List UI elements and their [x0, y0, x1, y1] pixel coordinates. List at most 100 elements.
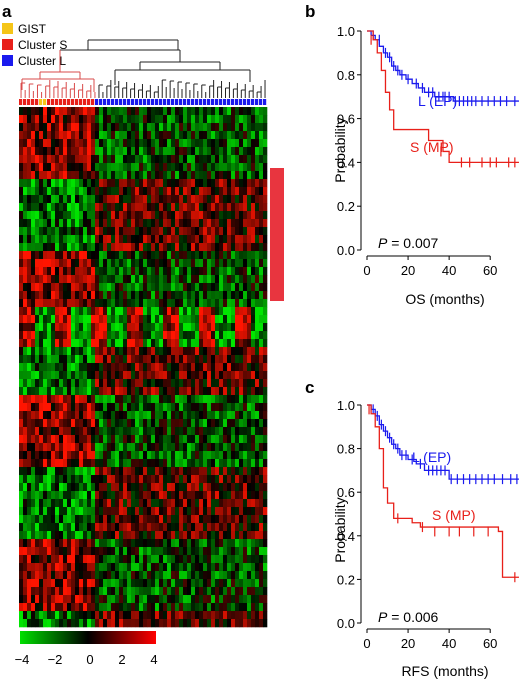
heatmap-cell — [67, 315, 72, 324]
heatmap-cell — [23, 203, 28, 212]
heatmap-cell — [155, 219, 160, 228]
heatmap-cell — [163, 115, 168, 124]
heatmap-cell — [67, 547, 72, 556]
heatmap-cell — [151, 459, 156, 468]
heatmap-cell — [47, 539, 52, 548]
heatmap-cell — [223, 155, 228, 164]
heatmap-cell — [71, 291, 76, 300]
heatmap-cell — [67, 467, 72, 476]
heatmap-cell — [207, 451, 212, 460]
heatmap-cell — [183, 411, 188, 420]
heatmap-cell — [91, 547, 96, 556]
heatmap-cell — [107, 323, 112, 332]
heatmap-cell — [67, 195, 72, 204]
heatmap-cell — [75, 595, 80, 604]
heatmap-cell — [263, 491, 268, 500]
heatmap-cell — [51, 171, 56, 180]
heatmap-cell — [243, 419, 248, 428]
heatmap-cell — [207, 347, 212, 356]
heatmap-cell — [223, 427, 228, 436]
heatmap-cell — [183, 251, 188, 260]
heatmap-cell — [135, 499, 140, 508]
heatmap-cell — [227, 507, 232, 516]
heatmap-cell — [167, 347, 172, 356]
heatmap-cell — [211, 515, 216, 524]
heatmap-cell — [107, 379, 112, 388]
heatmap-cell — [19, 419, 24, 428]
heatmap-cell — [163, 619, 168, 628]
heatmap-cell — [123, 467, 128, 476]
colorbar-tick-label: −2 — [48, 652, 63, 667]
heatmap-cell — [159, 595, 164, 604]
heatmap-cell — [175, 291, 180, 300]
heatmap-cell — [127, 387, 132, 396]
heatmap-cell — [175, 531, 180, 540]
heatmap-cell — [175, 235, 180, 244]
heatmap-cell — [55, 139, 60, 148]
heatmap-cell — [187, 299, 192, 308]
heatmap-cell — [115, 307, 120, 316]
heatmap-cell — [171, 251, 176, 260]
legend-label-gist: GIST — [18, 22, 47, 36]
heatmap-cell — [159, 403, 164, 412]
heatmap-cell — [143, 467, 148, 476]
heatmap-cell — [199, 595, 204, 604]
heatmap-cell — [127, 555, 132, 564]
heatmap-cell — [159, 475, 164, 484]
heatmap-cell — [71, 483, 76, 492]
heatmap-cell — [91, 531, 96, 540]
heatmap-cell — [31, 155, 36, 164]
heatmap-cell — [87, 107, 92, 116]
heatmap-cell — [71, 211, 76, 220]
heatmap-cell — [151, 131, 156, 140]
heatmap-cell — [131, 467, 136, 476]
heatmap-cell — [175, 227, 180, 236]
heatmap-cell — [147, 467, 152, 476]
heatmap-cell — [47, 435, 52, 444]
heatmap-cell — [103, 483, 108, 492]
heatmap-cell — [171, 571, 176, 580]
heatmap-cell — [243, 523, 248, 532]
heatmap-cell — [131, 443, 136, 452]
heatmap-cell — [35, 459, 40, 468]
heatmap-cell — [35, 467, 40, 476]
heatmap-cell — [35, 235, 40, 244]
heatmap-cell — [23, 115, 28, 124]
heatmap-cell — [175, 467, 180, 476]
heatmap-cell — [191, 355, 196, 364]
heatmap-cell — [27, 115, 32, 124]
heatmap-cell — [227, 467, 232, 476]
heatmap-cell — [239, 451, 244, 460]
heatmap-cell — [251, 531, 256, 540]
heatmap-cell — [127, 603, 132, 612]
heatmap-cell — [255, 179, 260, 188]
heatmap-cell — [239, 171, 244, 180]
heatmap-cell — [83, 107, 88, 116]
heatmap-cell — [115, 123, 120, 132]
heatmap-cell — [195, 235, 200, 244]
panel-a-letter: a — [2, 2, 12, 21]
heatmap-cell — [219, 595, 224, 604]
heatmap-cell — [199, 611, 204, 620]
heatmap-cell — [191, 507, 196, 516]
sample-marker — [231, 99, 235, 105]
heatmap-cell — [239, 491, 244, 500]
heatmap-cell — [223, 131, 228, 140]
heatmap-cell — [247, 451, 252, 460]
heatmap-cell — [247, 331, 252, 340]
heatmap-cell — [67, 235, 72, 244]
heatmap-cell — [247, 531, 252, 540]
heatmap-cell — [87, 291, 92, 300]
heatmap-cell — [135, 371, 140, 380]
y-axis-label: Probability — [332, 117, 348, 182]
heatmap-cell — [123, 427, 128, 436]
heatmap-cell — [227, 155, 232, 164]
heatmap-cell — [187, 427, 192, 436]
heatmap-cell — [27, 475, 32, 484]
heatmap-cell — [31, 491, 36, 500]
heatmap-cell — [123, 531, 128, 540]
heatmap-cell — [215, 419, 220, 428]
heatmap-cell — [239, 435, 244, 444]
heatmap-cell — [23, 267, 28, 276]
heatmap-cell — [103, 195, 108, 204]
